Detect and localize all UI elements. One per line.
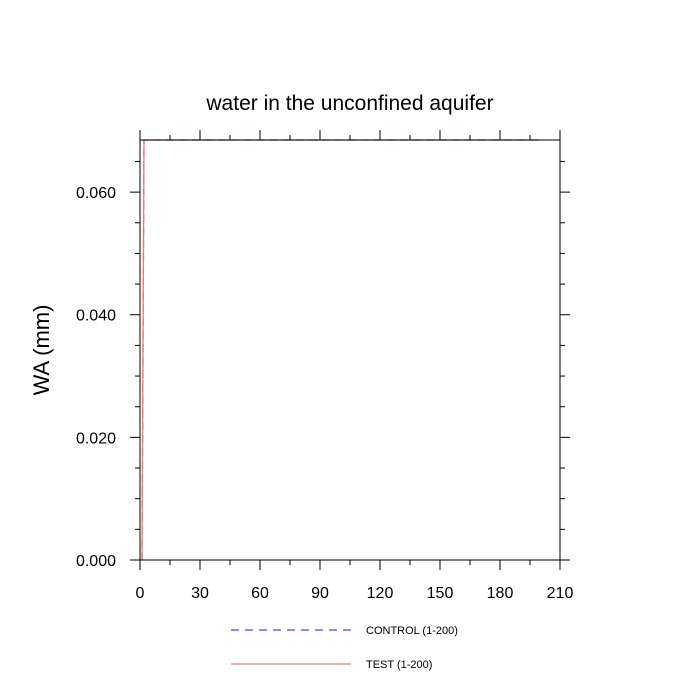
- chart-title: water in the unconfined aquifer: [205, 92, 493, 115]
- y-tick-label: 0.060: [76, 185, 116, 202]
- x-tick-label: 180: [487, 585, 514, 602]
- series-line-2: [141, 139, 540, 561]
- x-tick-label: 210: [547, 585, 574, 602]
- x-tick-label: 60: [251, 585, 269, 602]
- y-tick-label: 0.000: [76, 553, 116, 570]
- plot-frame: [139, 139, 561, 561]
- x-tick-label: 0: [136, 585, 145, 602]
- series-line-1: [141, 139, 540, 561]
- x-tick-label: 90: [311, 585, 329, 602]
- y-axis-label: WA (mm): [29, 305, 54, 396]
- y-tick-label: 0.020: [76, 430, 116, 447]
- x-tick-label: 30: [191, 585, 209, 602]
- legend: CONTROL (1-200) TEST (1-200): [231, 625, 458, 671]
- series-layer: [141, 139, 540, 561]
- x-tick-label: 120: [367, 585, 394, 602]
- tick-layer: 0 30 60 90 120 150 180 210 0.000 0.020 0.040 0.060: [76, 130, 573, 602]
- legend-label-2: TEST (1-200): [366, 659, 432, 671]
- legend-label-1: CONTROL (1-200): [366, 625, 458, 637]
- x-tick-label: 150: [427, 585, 454, 602]
- y-tick-label: 0.040: [76, 308, 116, 325]
